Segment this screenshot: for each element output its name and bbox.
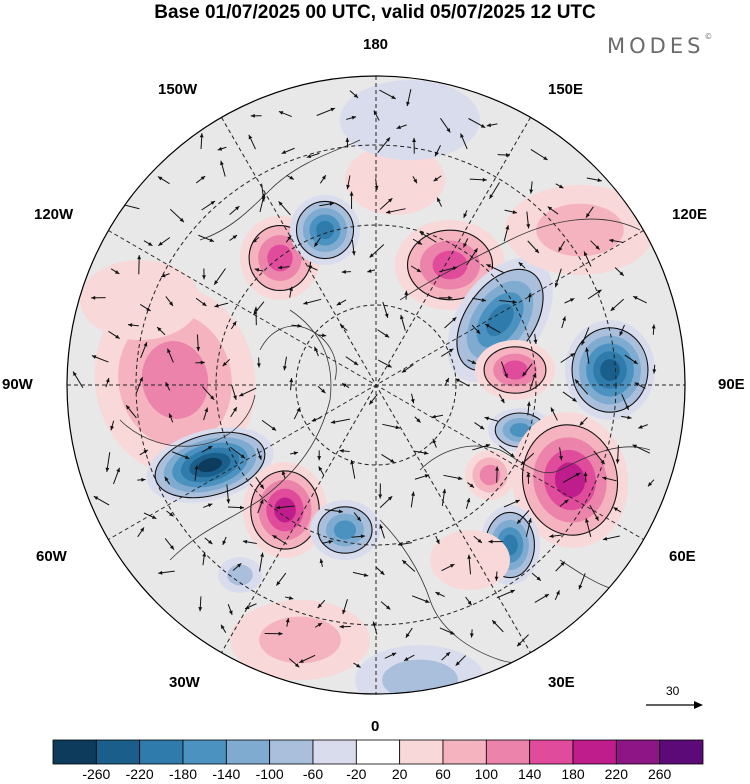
anomaly-contour [600,359,620,381]
anomaly-contour [382,660,458,701]
anomaly-contour [430,530,510,590]
lon-label-90e: 90E [718,376,745,393]
colorbar-tick-label: -60 [303,766,323,782]
colorbar-tick-label: 100 [475,766,498,782]
colorbar-tick-label: 260 [648,766,671,782]
colorbar-tick-label: -20 [346,766,366,782]
colorbar-segment [486,740,529,764]
lon-label-30w: 30W [169,674,200,691]
colorbar-tick-label: -220 [126,766,154,782]
anomaly-contour [316,221,334,239]
colorbar-labels: -260 -220 -180 -140 -100 -60 -20 20 60 100 140 180 2… [0,768,750,784]
lon-label-120e: 120E [672,206,707,223]
colorbar-tick-label: -260 [82,766,110,782]
colorbar-tick-label: 220 [605,766,628,782]
colorbar-segment [53,740,96,764]
colorbar-segment [443,740,486,764]
colorbar-segment [183,740,226,764]
colorbar-segment [573,740,616,764]
colorbar-segment [616,740,659,764]
reference-vector-label: 30 [666,684,679,698]
colorbar-tick-label: 60 [435,766,451,782]
colorbar-segment [96,740,139,764]
lon-label-180: 180 [363,36,388,53]
colorbar-segment [140,740,183,764]
lon-label-60w: 60W [36,548,67,565]
colorbar-segment [270,740,313,764]
reference-arrow [646,701,703,709]
anomaly-contour [80,260,200,340]
colorbar-segment [313,740,356,764]
anomaly-contour [536,204,624,257]
lon-label-60e: 60E [669,548,696,565]
colorbar [53,740,703,764]
anomaly-contour [259,617,341,664]
lon-label-150w: 150W [158,81,197,98]
lon-label-0: 0 [371,718,379,735]
colorbar-tick-label: 180 [561,766,584,782]
map-disk [60,70,700,715]
colorbar-tick-label: -140 [212,766,240,782]
lon-label-120w: 120W [34,206,73,223]
colorbar-segment [530,740,573,764]
colorbar-tick-label: -180 [169,766,197,782]
lon-label-90w: 90W [2,376,33,393]
colorbar-tick-label: 20 [392,766,408,782]
anomaly-contour [433,251,468,280]
colorbar-tick-label: 140 [518,766,541,782]
lon-label-150e: 150E [548,81,583,98]
colorbar-segment [226,740,269,764]
colorbar-segment [356,740,399,764]
colorbar-segment [400,740,443,764]
colorbar-segment [660,740,703,764]
lon-label-30e: 30E [548,674,575,691]
anomaly-contour [274,498,296,523]
colorbar-tick-label: -100 [256,766,284,782]
